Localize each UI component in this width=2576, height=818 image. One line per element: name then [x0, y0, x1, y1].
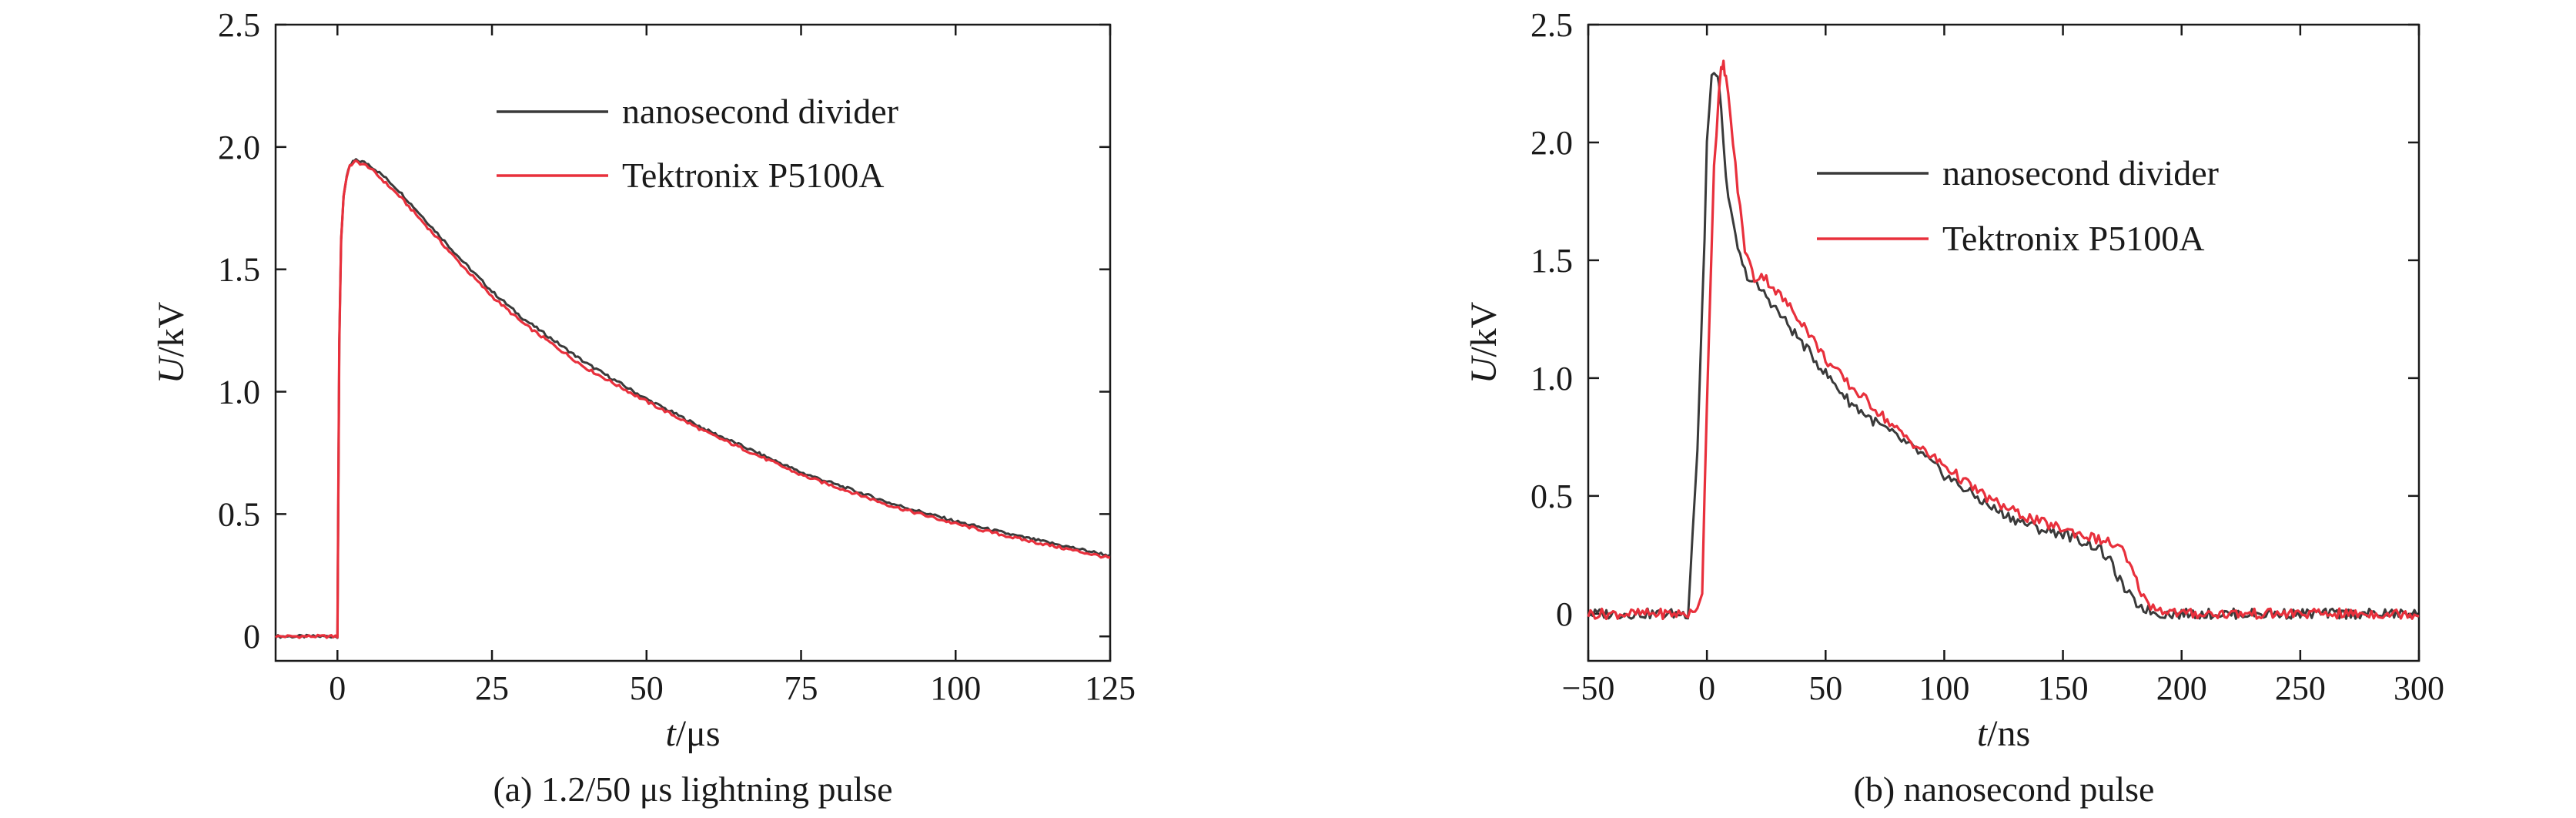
y-axis-label: U/kV: [151, 301, 192, 384]
x-tick-label: 0: [329, 669, 346, 707]
x-tick-label: 25: [475, 669, 509, 707]
x-tick-label: 150: [2038, 669, 2089, 707]
legend-label: Tektronix P5100A: [622, 156, 885, 195]
x-tick-label: 300: [2394, 669, 2444, 707]
legend-label: Tektronix P5100A: [1942, 219, 2205, 258]
x-axis-label: t/μs: [665, 713, 720, 754]
x-tick-label: 100: [1919, 669, 1969, 707]
series-line-divider: [274, 158, 1111, 639]
y-tick-label: 0.5: [1531, 478, 1573, 515]
x-tick-label: 50: [1808, 669, 1842, 707]
x-tick-label: −50: [1562, 669, 1615, 707]
y-tick-label: 2.5: [1531, 6, 1573, 44]
y-axis-label: U/kV: [1464, 301, 1504, 384]
y-tick-label: 2.0: [218, 129, 260, 166]
chart-caption: (a) 1.2/50 μs lightning pulse: [493, 769, 892, 809]
x-tick-label: 75: [785, 669, 818, 707]
legend-label: nanosecond divider: [622, 92, 898, 131]
chart-a: 0 25 50 75 100 125 0 0.5 1.0 1.5 2.0 2.5 nanosecond …: [151, 6, 1136, 809]
series-line-tektronix: [1587, 59, 2420, 621]
y-tick-label: 1.0: [1531, 360, 1573, 397]
x-tick-label: 200: [2156, 669, 2207, 707]
plot-frame: [1587, 23, 2420, 662]
chart-caption: (b) nanosecond pulse: [1854, 769, 2155, 809]
chart-b: −50 0 50 100 150 200 250 300 0 0.5 1.0 1.5 2.0 2.5 nan…: [1464, 6, 2444, 809]
y-tick-label: 0: [243, 618, 260, 655]
x-tick-label: 100: [930, 669, 981, 707]
y-tick-label: 0: [1556, 595, 1573, 633]
x-tick-label: 0: [1698, 669, 1715, 707]
y-tick-label: 2.0: [1531, 124, 1573, 162]
series-line-tektronix: [275, 159, 1111, 639]
y-tick-label: 2.5: [218, 6, 260, 44]
x-tick-label: 125: [1085, 669, 1136, 707]
x-tick-label: 50: [630, 669, 664, 707]
x-axis-label: t/ns: [1977, 713, 2030, 754]
y-tick-label: 1.0: [218, 374, 260, 411]
legend-label: nanosecond divider: [1942, 153, 2219, 193]
x-tick-label: 250: [2275, 669, 2326, 707]
plot-frame: [274, 23, 1112, 662]
y-tick-label: 1.5: [1531, 242, 1573, 280]
y-tick-label: 1.5: [218, 251, 260, 289]
y-tick-label: 0.5: [218, 495, 260, 533]
